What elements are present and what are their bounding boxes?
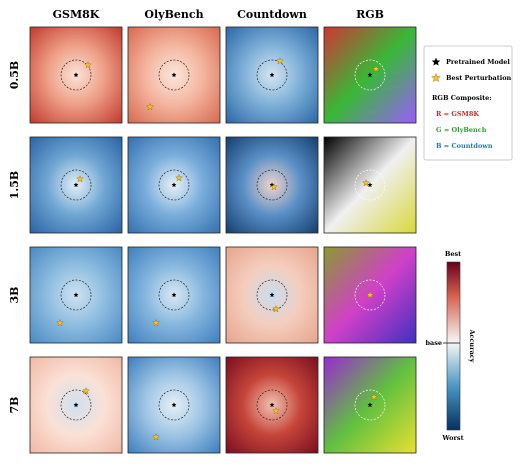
colorbar — [446, 261, 461, 431]
best-marker — [76, 174, 84, 183]
pretrained-marker — [269, 292, 275, 298]
column-header: OlyBench — [144, 8, 203, 21]
legend-channel: G = OlyBench — [436, 126, 487, 134]
best-marker — [276, 56, 284, 65]
pretrained-marker — [269, 72, 275, 78]
search-radius — [354, 279, 386, 311]
best-marker — [366, 290, 374, 299]
best-marker — [175, 173, 183, 182]
column-header: RGB — [356, 8, 384, 21]
legend-box — [423, 45, 513, 161]
pretrained-marker — [73, 182, 79, 188]
best-marker — [270, 182, 278, 191]
best-marker — [146, 102, 154, 111]
search-radius — [158, 389, 190, 421]
best-marker — [370, 392, 378, 401]
search-radius — [354, 169, 386, 201]
search-radius — [158, 279, 190, 311]
best-marker — [152, 318, 160, 327]
pretrained-marker — [171, 72, 177, 78]
pretrained-marker — [367, 402, 373, 408]
pretrained-marker — [367, 72, 373, 78]
search-radius — [60, 389, 92, 421]
search-radius — [60, 279, 92, 311]
legend-label: Best Perturbation — [446, 74, 512, 82]
pretrained-marker — [73, 292, 79, 298]
best-marker — [272, 406, 280, 415]
colorbar-label: Worst — [441, 434, 463, 442]
pretrained-marker — [171, 292, 177, 298]
search-radius — [256, 389, 288, 421]
column-header: Countdown — [237, 8, 307, 21]
row-label: 0.5B — [8, 61, 21, 89]
best-marker — [82, 386, 90, 395]
row-label: 7B — [8, 397, 21, 414]
pretrained-marker — [171, 182, 177, 188]
search-radius — [354, 389, 386, 421]
row-label: 3B — [8, 287, 21, 304]
best-marker — [84, 60, 92, 69]
best-marker — [372, 64, 380, 73]
legend-marker — [431, 57, 441, 66]
colorbar-title: Accuracy — [468, 328, 476, 362]
legend-channel: B = Countdown — [436, 142, 493, 150]
search-radius — [256, 279, 288, 311]
pretrained-marker — [269, 402, 275, 408]
legend-marker — [431, 72, 441, 83]
legend-channel: R = GSM8K — [436, 110, 479, 118]
pretrained-marker — [73, 72, 79, 78]
search-radius — [158, 59, 190, 91]
search-radius — [60, 169, 92, 201]
best-marker — [56, 318, 64, 327]
search-radius — [354, 59, 386, 91]
search-radius — [60, 59, 92, 91]
search-radius — [158, 169, 190, 201]
pretrained-marker — [73, 402, 79, 408]
legend-title: RGB Composite: — [432, 94, 492, 102]
column-header: GSM8K — [53, 8, 100, 21]
best-marker — [272, 304, 280, 313]
legend-label: Pretrained Model — [446, 58, 510, 66]
search-radius — [256, 59, 288, 91]
colorbar-label: base — [425, 339, 442, 347]
best-marker — [362, 178, 370, 187]
search-radius — [256, 169, 288, 201]
colorbar-label: Best — [445, 250, 461, 258]
row-label: 1.5B — [8, 171, 21, 199]
best-marker — [152, 432, 160, 441]
pretrained-marker — [367, 182, 373, 188]
pretrained-marker — [171, 402, 177, 408]
